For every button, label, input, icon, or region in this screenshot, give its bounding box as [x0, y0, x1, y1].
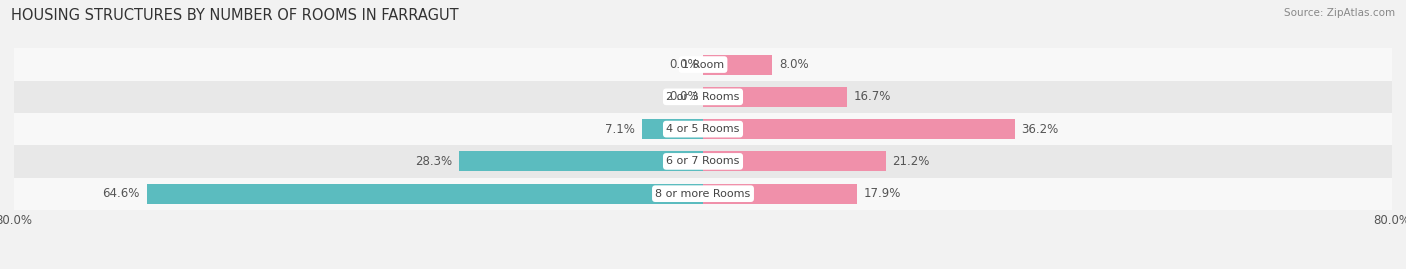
Bar: [703, 87, 846, 107]
Bar: [703, 119, 1015, 139]
Text: 36.2%: 36.2%: [1022, 123, 1059, 136]
Text: 4 or 5 Rooms: 4 or 5 Rooms: [666, 124, 740, 134]
Text: 64.6%: 64.6%: [103, 187, 139, 200]
Text: 8.0%: 8.0%: [779, 58, 808, 71]
Text: 21.2%: 21.2%: [893, 155, 929, 168]
Bar: [703, 184, 858, 204]
Text: 8 or more Rooms: 8 or more Rooms: [655, 189, 751, 199]
Text: 17.9%: 17.9%: [865, 187, 901, 200]
Bar: [14, 48, 1392, 81]
Text: HOUSING STRUCTURES BY NUMBER OF ROOMS IN FARRAGUT: HOUSING STRUCTURES BY NUMBER OF ROOMS IN…: [11, 8, 458, 23]
Bar: [14, 113, 1392, 145]
Bar: [14, 145, 1392, 178]
Text: 28.3%: 28.3%: [415, 155, 453, 168]
Text: 1 Room: 1 Room: [682, 59, 724, 70]
Bar: [703, 55, 772, 75]
Text: 0.0%: 0.0%: [669, 58, 699, 71]
Bar: [14, 178, 1392, 210]
Text: 16.7%: 16.7%: [853, 90, 891, 103]
Bar: [643, 119, 703, 139]
Bar: [460, 151, 703, 171]
Bar: [146, 184, 703, 204]
Text: Source: ZipAtlas.com: Source: ZipAtlas.com: [1284, 8, 1395, 18]
Text: 2 or 3 Rooms: 2 or 3 Rooms: [666, 92, 740, 102]
Bar: [14, 81, 1392, 113]
Text: 6 or 7 Rooms: 6 or 7 Rooms: [666, 156, 740, 167]
Bar: [703, 151, 886, 171]
Text: 7.1%: 7.1%: [605, 123, 636, 136]
Text: 0.0%: 0.0%: [669, 90, 699, 103]
